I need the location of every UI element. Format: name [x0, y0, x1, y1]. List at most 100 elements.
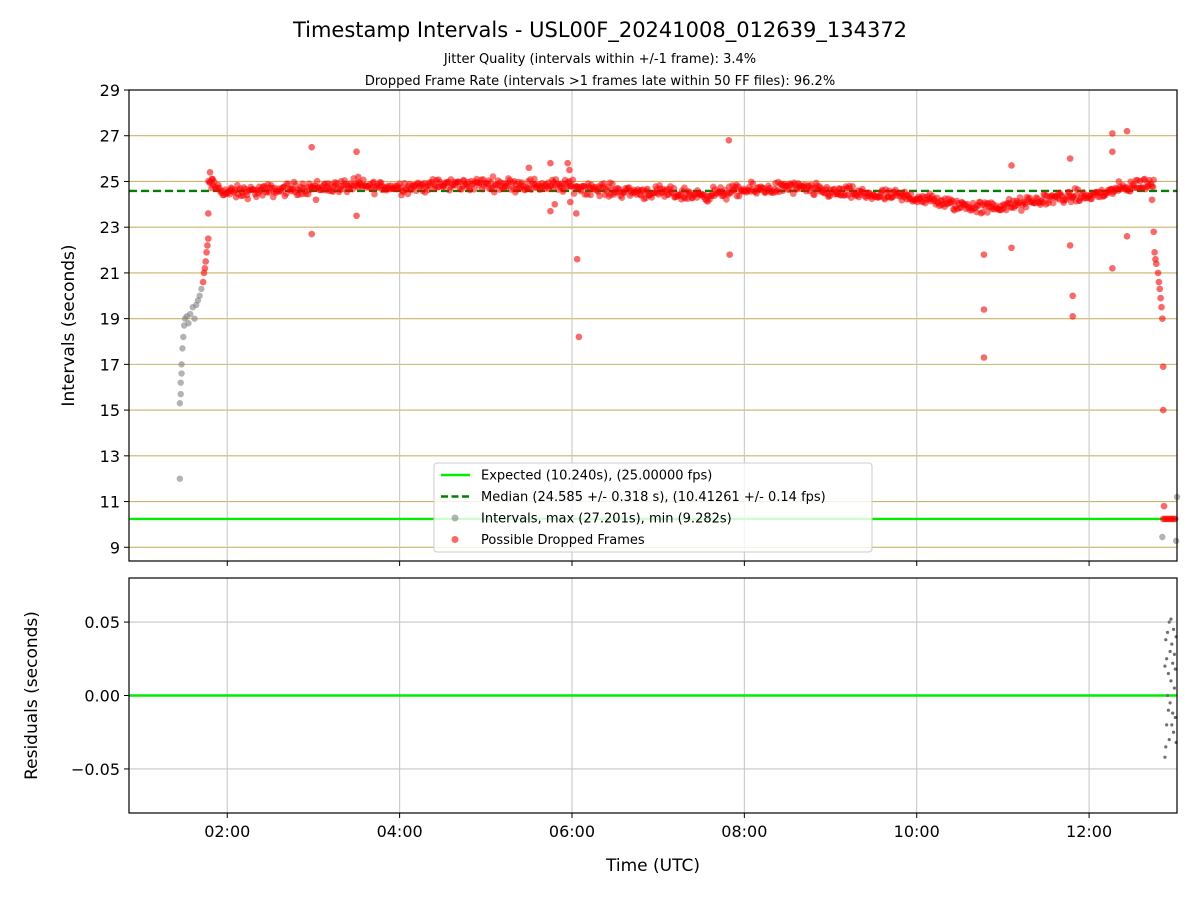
residuals-ticks: 0.05 0.00 −0.05 02:00 04:00 06:00 08:00 10:00 12… [71, 613, 1112, 841]
dropped-frame-point [811, 191, 818, 199]
intervals-axes-frame [128, 89, 1178, 562]
residual-point [1164, 745, 1168, 749]
residual-point [1173, 715, 1177, 720]
dropped-frame-point [470, 185, 478, 193]
interval-point [198, 285, 205, 293]
dropped-frame-point [618, 194, 626, 201]
dropped-frame-point [1153, 260, 1160, 268]
interval-point [177, 379, 184, 386]
dropped-frame-point [490, 188, 498, 196]
dropped-frame-point [1022, 203, 1030, 211]
dropped-frame-point [1109, 148, 1116, 156]
dropped-frame-point [1123, 233, 1131, 240]
dropped-frame-point [371, 190, 378, 198]
dropped-frame-point [354, 173, 362, 181]
intervals-ticks: 9 11 13 15 17 19 21 23 25 27 29 [100, 81, 1090, 566]
legend-expected-label: Expected (10.240s), (25.00000 fps) [481, 469, 712, 484]
chart-subtitle-dropped: Dropped Frame Rate (intervals >1 frames … [365, 74, 835, 89]
chart-title: Timestamp Intervals - USL00F_20241008_01… [292, 18, 907, 43]
residuals-y-axis-label: Residuals (seconds) [22, 611, 42, 780]
interval-point [179, 345, 186, 352]
dropped-frame-point [1069, 313, 1077, 320]
dropped-frame-point [980, 251, 988, 258]
dropped-frame-point [206, 169, 214, 176]
interval-point [186, 310, 194, 318]
legend-intervals-label: Intervals, max (27.201s), min (9.282s) [481, 512, 732, 527]
legend-median-label: Median (24.585 +/- 0.318 s), (10.41261 +… [481, 490, 826, 505]
dropped-frame-point [1154, 269, 1162, 277]
dropped-frame-point [1156, 285, 1164, 293]
dropped-frame-point [360, 176, 367, 184]
dropped-frame-point [726, 251, 734, 258]
dropped-frame-point [308, 143, 316, 151]
residual-point [1169, 679, 1173, 683]
residuals-ytick-label: 0.00 [84, 687, 120, 706]
interval-point [1172, 537, 1180, 545]
interval-point [178, 361, 185, 368]
dropped-frame-point [980, 354, 988, 361]
dropped-frame-point [587, 191, 594, 199]
dropped-frame-point [312, 196, 320, 204]
interval-point [177, 390, 184, 398]
residuals-points [1163, 617, 1178, 759]
dropped-frame-point [644, 185, 651, 193]
dropped-frame-point [1066, 155, 1074, 162]
dropped-frame-point [735, 192, 743, 200]
residual-point [1171, 627, 1176, 632]
dropped-frame-point [609, 180, 616, 188]
dropped-frame-point [1123, 127, 1131, 135]
dropped-frame-point [569, 176, 577, 184]
dropped-frame-point [204, 235, 212, 242]
dropped-frame-point [979, 208, 986, 216]
dropped-frame-point [1148, 196, 1156, 204]
residual-point [1169, 617, 1173, 621]
dropped-frame-point [1150, 176, 1157, 184]
residual-point [1165, 693, 1170, 698]
dropped-frame-point [566, 166, 573, 174]
dropped-frame-point [1049, 199, 1057, 207]
dropped-frame-point [570, 190, 578, 197]
intervals-ytick-label: 23 [100, 218, 120, 237]
dropped-frame-point [1069, 292, 1077, 300]
intervals-ytick-label: 29 [100, 81, 120, 100]
x-tick-label: 02:00 [204, 822, 250, 841]
dropped-frame-point [1159, 315, 1166, 322]
dropped-frame-point [564, 159, 571, 167]
intervals-ytick-label: 27 [100, 127, 120, 146]
residuals-ytick-label: 0.05 [84, 613, 120, 632]
residual-point [1165, 723, 1169, 727]
residual-point [1167, 620, 1171, 624]
dropped-frame-point [199, 278, 207, 286]
intervals-y-axis-label: Intervals (seconds) [59, 244, 79, 406]
residual-point [1171, 730, 1176, 734]
residuals-plot: 0.05 0.00 −0.05 02:00 04:00 06:00 08:00 10:00 12… [22, 577, 1178, 876]
legend-intervals-swatch [451, 514, 459, 522]
dropped-frame-point [1159, 406, 1167, 414]
dropped-frame-point [202, 258, 210, 265]
residual-point [1166, 671, 1170, 676]
intervals-ytick-label: 25 [100, 172, 120, 191]
residuals-ytick-label: −0.05 [71, 760, 120, 779]
dropped-frame-point [353, 212, 360, 220]
dropped-frame-point [1155, 278, 1163, 286]
interval-point [176, 475, 184, 482]
intervals-plot: 9 11 13 15 17 19 21 23 25 27 29 Intervals (seconds… [59, 81, 1181, 566]
dropped-frame-point [1160, 502, 1168, 510]
interval-point [180, 333, 187, 341]
dropped-frame-point [1074, 186, 1082, 193]
dropped-frame-point [353, 148, 360, 156]
dropped-frame-point [204, 242, 211, 249]
dropped-frame-point [596, 192, 603, 200]
dropped-frame-point [566, 198, 574, 206]
dropped-frame-point [907, 190, 915, 198]
dropped-frame-point [412, 187, 420, 195]
dropped-frame-point [525, 164, 533, 172]
interval-point [176, 400, 184, 407]
dropped-frame-point [573, 255, 581, 263]
dropped-frame-point [670, 184, 678, 192]
dropped-frame-point [1018, 207, 1025, 214]
intervals-ytick-label: 19 [100, 310, 120, 329]
residual-point [1164, 638, 1168, 642]
dropped-frame-point [575, 333, 583, 341]
